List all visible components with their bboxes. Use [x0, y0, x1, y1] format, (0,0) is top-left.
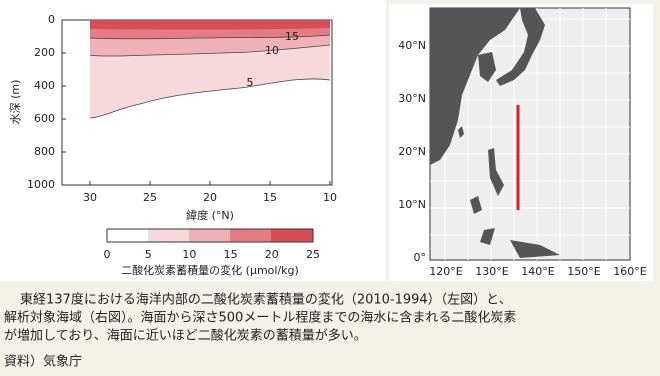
source: 資料）気象庁 [4, 354, 82, 370]
x-tick-label: 15 [263, 191, 277, 204]
lon-label: 120°E [429, 265, 462, 278]
lon-label: 150°E [567, 265, 600, 278]
x-tick-label: 30 [83, 191, 97, 204]
y-tick-label: 0 [48, 13, 55, 26]
x-tick-label: 25 [143, 191, 157, 204]
lat-label: 30°N [398, 92, 426, 105]
lat-label: 0° [414, 251, 427, 264]
contour-label: 15 [285, 30, 299, 43]
y-tick-label: 200 [34, 46, 55, 59]
x-tick-label: 20 [203, 191, 217, 204]
lon-label: 140°E [521, 265, 554, 278]
colorbar-tick-label: 5 [145, 248, 152, 261]
caption-line: 解析対象海域（右図）。海面から深さ500メートル程度までの海水に含まれる二酸化炭… [4, 310, 516, 326]
y-tick-label: 600 [34, 112, 55, 125]
caption-line: 東経137度における海洋内部の二酸化炭素蓄積量の変化（2010-1994）（左図… [20, 292, 512, 308]
lat-label: 20°N [398, 145, 426, 158]
colorbar-tick-label: 25 [306, 248, 320, 261]
y-tick-label: 1000 [27, 178, 55, 191]
x-axis-title: 緯度 (°N) [186, 208, 234, 222]
colorbar-tick-label: 15 [224, 248, 238, 261]
y-tick-label: 400 [34, 79, 55, 92]
colorbar-tick-label: 0 [104, 248, 111, 261]
colorbar-tick-label: 20 [265, 248, 279, 261]
lon-label: 130°E [475, 265, 508, 278]
lat-label: 10°N [398, 198, 426, 211]
contour-label: 10 [265, 44, 279, 57]
colorbar [106, 228, 314, 243]
x-tick-label: 10 [323, 191, 337, 204]
y-tick-label: 800 [34, 145, 55, 158]
y-axis-title: 水深 (m) [9, 80, 22, 125]
contour-plot [61, 19, 333, 186]
lon-label: 160°E [613, 265, 646, 278]
colorbar-title: 二酸化炭素蓄積量の変化 (μmol/kg) [121, 263, 299, 277]
caption-line: が増加しており、海面に近いほど二酸化炭素の蓄積量が多い。 [4, 328, 367, 344]
colorbar-tick-label: 10 [182, 248, 196, 261]
lat-label: 40°N [398, 39, 426, 52]
contour-label: 5 [247, 76, 254, 89]
map [429, 7, 631, 261]
